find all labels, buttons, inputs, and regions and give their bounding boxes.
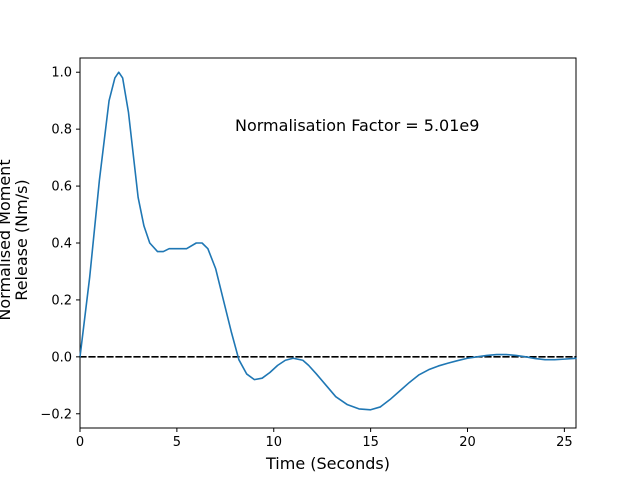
- x-tick-label: 20: [459, 435, 476, 450]
- annotation-text: Normalisation Factor = 5.01e9: [235, 116, 479, 135]
- y-tick-label: 0.4: [51, 237, 72, 252]
- series-layer: [79, 71, 577, 411]
- y-tick-label: 0.8: [51, 123, 72, 138]
- y-tick-label: 0.0: [51, 350, 72, 365]
- plot-frame: [79, 57, 577, 429]
- x-axis-label: Time (Seconds): [265, 454, 390, 473]
- y-axis-label-line-2: Release (Nm/s): [12, 179, 31, 300]
- ticks-layer: 0 5 10 15 20 25 −0.2 0.0 0.2 0.4 0.6 0.8 1.0: [40, 66, 572, 450]
- x-tick-label: 10: [265, 435, 282, 450]
- x-tick-label: 25: [556, 435, 573, 450]
- moment-release-line: [79, 71, 577, 411]
- x-tick-label: 5: [173, 435, 181, 450]
- y-tick-label: −0.2: [40, 407, 72, 422]
- x-tick-label: 15: [362, 435, 379, 450]
- y-tick-label: 0.2: [51, 293, 72, 308]
- x-tick-label: 0: [76, 435, 84, 450]
- y-tick-label: 1.0: [51, 66, 72, 81]
- y-axis-label-line-1: Normalised Moment: [0, 159, 14, 320]
- y-tick-label: 0.6: [51, 180, 72, 195]
